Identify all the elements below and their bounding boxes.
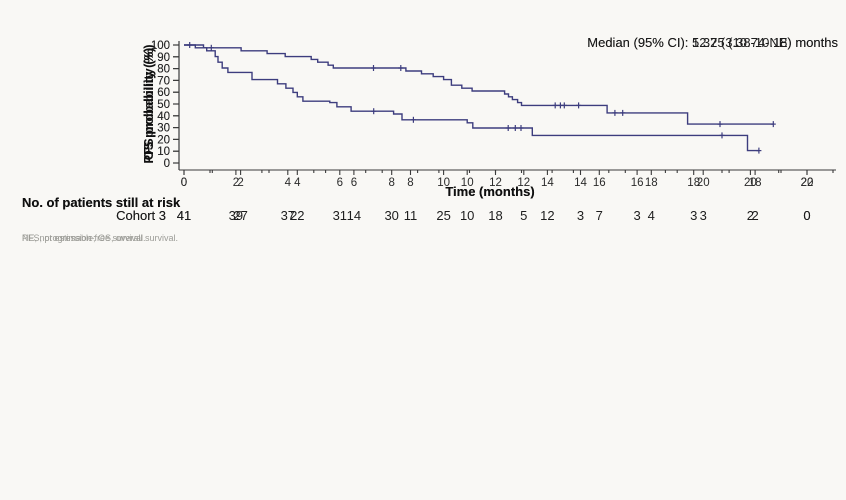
x-tick-label: 2 [237,177,243,189]
y-tick-label: 40 [157,111,170,123]
x-tick-label: 12 [489,177,502,189]
risk-count: 22 [290,208,304,223]
y-tick-label: 40 [157,111,170,123]
risk-count: 2 [747,208,754,223]
y-tick-label: 10 [157,146,170,158]
x-tick-label: 20 [744,177,757,189]
risk-count: 14 [347,208,361,223]
risk-count: 25 [436,208,450,223]
os-median-annotation: Median (95% CI): 12.75 (10.74-NE) months [587,35,838,50]
y-tick-label: 50 [157,99,170,111]
x-tick-label: 0 [181,177,187,189]
y-tick-label: 70 [157,75,170,87]
x-tick-label: 4 [294,177,301,189]
x-tick-label: 18 [687,177,700,189]
x-tick-label: 4 [285,177,292,189]
y-tick-label: 80 [157,64,170,76]
x-tick-label: 16 [631,177,644,189]
x-tick-label: 8 [388,177,394,189]
x-tick-label: 8 [407,177,413,189]
os-risk-cohort-label: Cohort 3 [116,208,166,223]
risk-count: 31 [333,208,347,223]
x-tick-label: 0 [181,177,187,189]
pfs-risk-cohort-label: Cohort 3 [116,208,166,223]
risk-count: 3 [690,208,697,223]
pfs-risk-table-title: No. of patients still at risk [22,195,181,210]
y-tick-label: 100 [151,40,170,52]
os-risk-table-title: No. of patients still at risk [22,195,181,210]
risk-count: 7 [596,208,603,223]
km-curve [184,44,759,152]
risk-count: 18 [488,208,502,223]
y-tick-label: 60 [157,87,170,99]
x-tick-label: 12 [517,177,530,189]
risk-count: 2 [751,208,758,223]
y-tick-label: 100 [151,40,170,52]
os-y-axis-title: OS probability (%) [141,48,156,161]
risk-count: 10 [460,208,474,223]
risk-count: 3 [633,208,640,223]
x-tick-label: 14 [541,177,554,189]
risk-count: 11 [404,208,418,223]
y-tick-label: 10 [157,146,170,158]
x-tick-label: 10 [461,177,474,189]
risk-count: 27 [233,208,247,223]
risk-count: 4 [648,208,655,223]
y-tick-label: 90 [157,52,170,64]
x-tick-label: 20 [697,177,710,189]
risk-count: 3 [577,208,584,223]
km-curve [184,44,774,125]
risk-count: 0 [803,208,810,223]
risk-count: 41 [177,208,191,223]
risk-count: 3 [700,208,707,223]
generated-plot: 1009080706050403020100041239437631830102… [151,40,836,223]
y-tick-label: 70 [157,75,170,87]
y-tick-label: 50 [157,99,170,111]
x-tick-label: 10 [437,177,450,189]
y-tick-label: 80 [157,64,170,76]
x-tick-label: 6 [351,177,357,189]
pfs-footnote: PFS, progression-free survival. [22,233,146,243]
risk-count: 37 [281,208,295,223]
y-tick-label: 20 [157,134,170,146]
os-panel: OS probability (%) Median (95% CI): 12.7… [22,35,838,243]
y-tick-label: 30 [157,123,170,135]
risk-count: 41 [177,208,191,223]
x-tick-label: 22 [801,177,814,189]
y-tick-label: 0 [164,158,170,170]
x-tick-label: 14 [574,177,587,189]
x-tick-label: 18 [749,177,762,189]
y-tick-label: 90 [157,52,170,64]
risk-count: 5 [520,208,527,223]
y-tick-label: 30 [157,123,170,135]
y-tick-label: 60 [157,87,170,99]
x-tick-label: 6 [337,177,343,189]
x-tick-label: 20 [801,177,814,189]
pfs-median-annotation: Median (95% CI): 5.32 (3.38-10.18) month… [587,35,838,50]
x-tick-label: 18 [645,177,658,189]
x-tick-label: 16 [593,177,606,189]
y-tick-label: 0 [164,158,170,170]
y-tick-label: 20 [157,134,170,146]
risk-count: 0 [803,208,810,223]
risk-count: 30 [384,208,398,223]
x-tick-label: 2 [233,177,239,189]
os-footnote: NE, not estimable; OS, overall survival. [22,233,178,243]
risk-count: 12 [540,208,554,223]
pfs-y-axis-title: PFS probability (%) [141,44,156,163]
pfs-x-axis-title: Time (months) [445,184,534,199]
os-x-axis-title: Time (months) [445,184,534,199]
risk-count: 39 [229,208,243,223]
